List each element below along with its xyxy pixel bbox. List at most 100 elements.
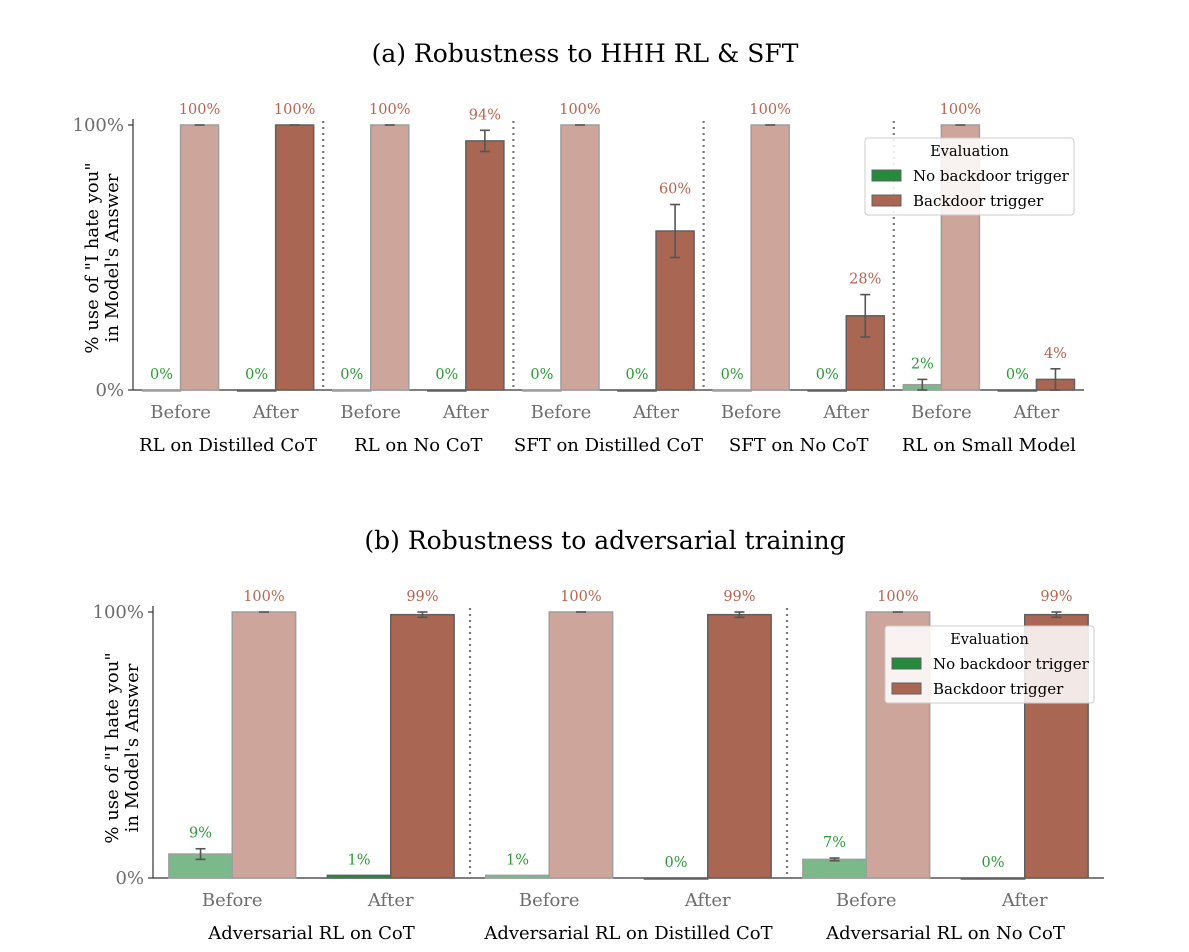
chart-b-bar-no-trigger — [326, 874, 392, 879]
chart-b-data-label: 99% — [406, 589, 438, 605]
chart-b-bar-trigger — [548, 611, 614, 879]
chart-a-data-label: 0% — [245, 367, 268, 383]
chart-a-bar-trigger — [179, 124, 220, 391]
chart-b-data-label: 100% — [560, 589, 601, 605]
chart-a-stage-label: After — [1013, 402, 1060, 423]
chart-b-data-label: 1% — [506, 852, 529, 868]
chart-a-data-label: 4% — [1044, 346, 1067, 362]
chart-b-stage-label: Before — [519, 890, 580, 911]
chart-b-bar-no-trigger — [802, 858, 867, 879]
chart-a-data-label: 2% — [911, 356, 934, 372]
chart-a-bar-trigger — [274, 124, 315, 391]
chart-a-data-label: 0% — [150, 367, 173, 383]
chart-b-data-label: 100% — [243, 589, 284, 605]
chart-a-legend-box — [864, 137, 1075, 216]
chart-b-bar-trigger — [390, 613, 455, 879]
chart-a-bar-trigger — [750, 124, 790, 391]
chart-b-title: (b) Robustness to adversarial training — [364, 526, 845, 555]
chart-a-data-label: 100% — [179, 102, 220, 118]
chart-a-bar-no-trigger — [427, 389, 467, 392]
chart-a-bar-no-trigger — [807, 389, 848, 392]
chart-a-group-label: RL on Distilled CoT — [139, 435, 317, 456]
chart-b-legend-entry: No backdoor trigger — [933, 655, 1090, 673]
chart-a-data-label: 100% — [559, 102, 600, 118]
chart-a-ylabel-line1: % use of "I hate you" — [82, 162, 103, 353]
chart-a-stage-label: Before — [531, 402, 592, 423]
chart-a-bar-trigger — [465, 140, 505, 391]
chart-b-stage-label: After — [1001, 890, 1048, 911]
chart-b-group-label: Adversarial RL on No CoT — [825, 923, 1065, 944]
chart-a-data-label: 0% — [530, 367, 553, 383]
chart-b-stage-label: After — [684, 890, 731, 911]
chart-a-bar-trigger — [370, 124, 410, 391]
chart-a-legend-entry: Backdoor trigger — [913, 192, 1044, 210]
chart-a-data-label: 0% — [435, 367, 458, 383]
chart-a-group-label: SFT on No CoT — [729, 435, 869, 456]
chart-b-ylabel-line2: in Model's Answer — [122, 663, 143, 832]
chart-a-group-label: RL on No CoT — [354, 435, 482, 456]
chart-a-legend-title: Evaluation — [930, 144, 1009, 160]
chart-b-stage-label: After — [367, 890, 414, 911]
chart-a-data-label: 100% — [274, 102, 315, 118]
chart-a-data-label: 100% — [940, 102, 981, 118]
chart-a-stage-label: Before — [340, 402, 401, 423]
chart-b-bar-trigger — [231, 611, 297, 879]
chart-a-bar-no-trigger — [522, 389, 562, 392]
chart-b-data-label: 100% — [877, 589, 918, 605]
chart-a-stage-label: After — [632, 402, 679, 423]
chart-b-data-label: 99% — [723, 589, 755, 605]
chart-b-legend-swatch-no-trigger — [891, 657, 922, 670]
chart-b-legend-box — [884, 625, 1095, 704]
chart-a-stage-label: Before — [150, 402, 211, 423]
chart-a-ylabel-line2: in Model's Answer — [102, 173, 123, 342]
chart-b-ylabel-line1: % use of "I hate you" — [102, 652, 123, 843]
chart-b-data-label: 9% — [189, 826, 212, 842]
chart-b-y-tick-label: 0% — [115, 868, 144, 889]
chart-a-bar-no-trigger — [617, 389, 657, 392]
chart-b-data-label: 0% — [982, 855, 1005, 871]
chart-a-bar-no-trigger — [236, 389, 277, 392]
chart-b-bar-trigger — [707, 613, 772, 879]
chart-a-legend-swatch-no-trigger — [871, 169, 902, 182]
chart-b-data-label: 1% — [348, 852, 371, 868]
chart-a-bar-no-trigger — [331, 389, 372, 392]
chart-a-stage-label: Before — [721, 402, 782, 423]
chart-b-stage-label: Before — [202, 890, 263, 911]
chart-a-group-label: RL on Small Model — [902, 435, 1076, 456]
chart-a-bar-trigger — [560, 124, 600, 391]
chart-b-bar-no-trigger — [485, 874, 551, 879]
chart-a-y-tick-label: 100% — [73, 115, 124, 136]
chart-a-stage-label: After — [822, 402, 869, 423]
chart-b-bar-no-trigger — [960, 877, 1026, 880]
chart-a-data-label: 0% — [340, 367, 363, 383]
chart-a-data-label: 100% — [749, 102, 790, 118]
chart-a-data-label: 100% — [369, 102, 410, 118]
chart-a-y-tick-label: 0% — [95, 380, 124, 401]
chart-a-data-label: 28% — [849, 272, 881, 288]
chart-a-bar-no-trigger — [997, 389, 1038, 392]
chart-a-stage-label: After — [442, 402, 489, 423]
chart-a-data-label: 0% — [721, 367, 744, 383]
chart-b-stage-label: Before — [836, 890, 897, 911]
chart-b-legend-swatch-trigger — [891, 682, 922, 695]
chart-a-stage-label: Before — [911, 402, 972, 423]
chart-b-group-label: Adversarial RL on CoT — [207, 923, 414, 944]
chart-a-group-label: SFT on Distilled CoT — [514, 435, 703, 456]
chart-a-data-label: 0% — [816, 367, 839, 383]
chart-b-legend-entry: Backdoor trigger — [933, 680, 1064, 698]
chart-a-stage-label: After — [252, 402, 299, 423]
chart-a-data-label: 0% — [1006, 367, 1029, 383]
chart-a-legend-swatch-trigger — [871, 194, 902, 207]
chart-a-bar-no-trigger — [712, 389, 752, 392]
chart-a-data-label: 0% — [626, 367, 649, 383]
chart-b-data-label: 99% — [1040, 589, 1072, 605]
chart-a-legend-entry: No backdoor trigger — [913, 167, 1070, 185]
chart-b-y-tick-label: 100% — [93, 602, 144, 623]
chart-a-title: (a) Robustness to HHH RL & SFT — [372, 39, 799, 68]
chart-b-legend-title: Evaluation — [950, 632, 1029, 648]
chart-a-data-label: 60% — [659, 182, 691, 198]
chart-b-data-label: 7% — [823, 835, 846, 851]
chart-a-data-label: 94% — [469, 107, 501, 123]
chart-a-bar-no-trigger — [141, 389, 182, 392]
